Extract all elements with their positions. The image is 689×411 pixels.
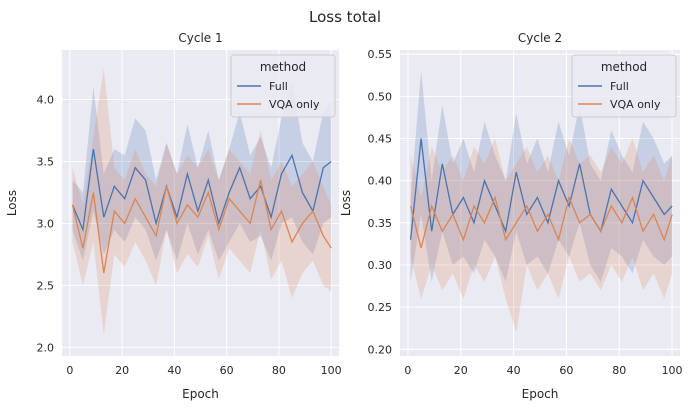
- legend-label-full: Full: [269, 80, 288, 93]
- y-tick-label: 4.0: [37, 94, 55, 107]
- x-tick-label: 80: [612, 364, 626, 377]
- confidence-band-full: [72, 81, 332, 261]
- y-tick-label: 3.0: [37, 217, 55, 230]
- legend-label-vqa-only: VQA only: [610, 98, 661, 111]
- x-tick-label: 40: [167, 364, 181, 377]
- y-tick-label: 0.45: [368, 133, 393, 146]
- y-tick-label: 3.5: [37, 155, 55, 168]
- figure-title: Loss total: [309, 8, 381, 26]
- x-tick-label: 80: [272, 364, 286, 377]
- confidence-band-full: [410, 71, 673, 282]
- series-line-vqa-only: [71, 179, 332, 274]
- x-axis-label: Epoch: [182, 387, 219, 401]
- panel-title: Cycle 2: [518, 31, 562, 45]
- series-line-vqa-only: [409, 195, 673, 249]
- legend-title: method: [260, 60, 306, 74]
- legend-label-vqa-only: VQA only: [269, 98, 320, 111]
- series-line-full: [409, 138, 673, 240]
- y-axis-label: Loss: [339, 190, 353, 216]
- x-tick-label: 20: [115, 364, 129, 377]
- x-tick-label: 40: [507, 364, 521, 377]
- panel-cycle-1: 0 20 40 60 80 100 2.0 2.5 3.0 3.5 4.0 Cycle 1 Epoch L…: [5, 31, 342, 401]
- y-tick-label: 0.55: [368, 48, 393, 61]
- legend: method Full VQA only: [230, 54, 336, 118]
- legend-box: [571, 54, 677, 118]
- y-tick-label: 0.50: [368, 90, 393, 103]
- x-tick-label: 100: [662, 364, 683, 377]
- legend-title: method: [601, 60, 647, 74]
- y-tick-label: 2.0: [37, 341, 55, 354]
- panel-cycle-2: 0 20 40 60 80 100 0.20 0.25 0.30 0.35 0.40 0.45 0.50…: [339, 31, 683, 401]
- x-tick-label: 0: [404, 364, 411, 377]
- y-tick-label: 0.20: [368, 343, 393, 356]
- x-tick-label: 20: [454, 364, 468, 377]
- legend-box: [230, 54, 336, 118]
- y-tick-label: 0.25: [368, 301, 393, 314]
- y-tick-label: 0.30: [368, 259, 393, 272]
- y-axis-label: Loss: [5, 190, 19, 216]
- panel-title: Cycle 1: [178, 31, 222, 45]
- legend: method Full VQA only: [571, 54, 677, 118]
- confidence-band-vqa-only: [410, 138, 673, 333]
- x-axis-label: Epoch: [522, 387, 559, 401]
- x-tick-label: 60: [220, 364, 234, 377]
- confidence-band-vqa-only: [72, 68, 332, 335]
- y-tick-label: 0.40: [368, 175, 393, 188]
- x-tick-label: 0: [66, 364, 73, 377]
- y-tick-label: 0.35: [368, 217, 393, 230]
- x-tick-label: 100: [321, 364, 342, 377]
- series-line-full: [71, 149, 332, 233]
- legend-label-full: Full: [610, 80, 629, 93]
- y-tick-label: 2.5: [37, 279, 55, 292]
- x-tick-label: 60: [559, 364, 573, 377]
